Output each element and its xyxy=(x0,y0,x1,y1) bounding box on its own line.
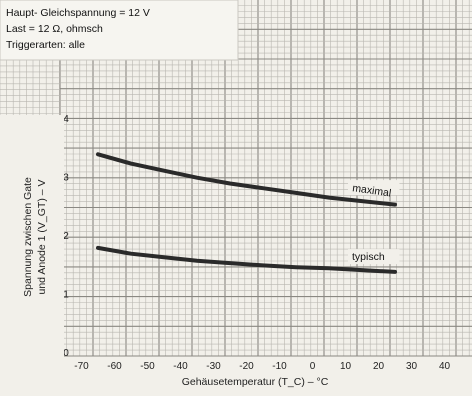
x-tick-label: -10 xyxy=(272,361,287,372)
x-tick-label: -50 xyxy=(140,361,155,372)
x-axis-title-background xyxy=(140,370,370,390)
x-tick-label: -70 xyxy=(74,361,89,372)
x-tick-label: 30 xyxy=(406,361,418,372)
x-tick-label: -20 xyxy=(239,361,254,372)
x-tick-label: 10 xyxy=(340,361,352,372)
series-labels: maximal typisch xyxy=(348,180,400,265)
x-axis-title: Gehäusetemperatur (T_C) – °C xyxy=(182,376,329,388)
series-label-maximal: maximal xyxy=(352,182,392,199)
series-line-typisch xyxy=(96,245,397,274)
series-label-background xyxy=(348,180,400,196)
x-tick-label: 40 xyxy=(439,361,451,372)
y-axis-title: Spannung zwischen Gate und Anode 1 (V_GT… xyxy=(14,115,64,360)
y-tick-label: 3 xyxy=(63,173,69,184)
series-label-background xyxy=(348,249,400,265)
y-axis-title-background xyxy=(14,115,64,360)
info-box: Haupt- Gleichspannung = 12 V Last = 12 Ω… xyxy=(0,0,239,61)
series-line-maximal xyxy=(96,152,397,207)
data-curves xyxy=(96,152,397,274)
y-tick-label: 0 xyxy=(63,348,69,359)
y-axis-title-line-2: und Anode 1 (V_GT) – V xyxy=(36,180,48,295)
info-line-3: Triggerarten: alle xyxy=(6,39,85,51)
tick-labels: -70 -60 -50 -40 -30 -20 -10 0 10 20 30 40 0 1 2 3 4 xyxy=(63,114,450,372)
x-tick-label: -40 xyxy=(173,361,188,372)
y-tick-label: 1 xyxy=(63,290,69,301)
x-axis-title-group: Gehäusetemperatur (T_C) – °C xyxy=(140,370,370,390)
x-tick-label: -30 xyxy=(206,361,221,372)
info-line-1: Haupt- Gleichspannung = 12 V xyxy=(6,7,150,19)
y-tick-label: 2 xyxy=(63,231,69,242)
x-tick-label: 20 xyxy=(373,361,385,372)
series-label-typisch: typisch xyxy=(352,251,385,263)
info-box-background xyxy=(0,0,239,61)
y-axis-title-line-1: Spannung zwischen Gate xyxy=(22,177,34,297)
x-tick-label: -60 xyxy=(107,361,122,372)
y-tick-label: 4 xyxy=(63,114,69,125)
info-line-2: Last = 12 Ω, ohmsch xyxy=(6,23,103,35)
x-tick-label: 0 xyxy=(310,361,316,372)
